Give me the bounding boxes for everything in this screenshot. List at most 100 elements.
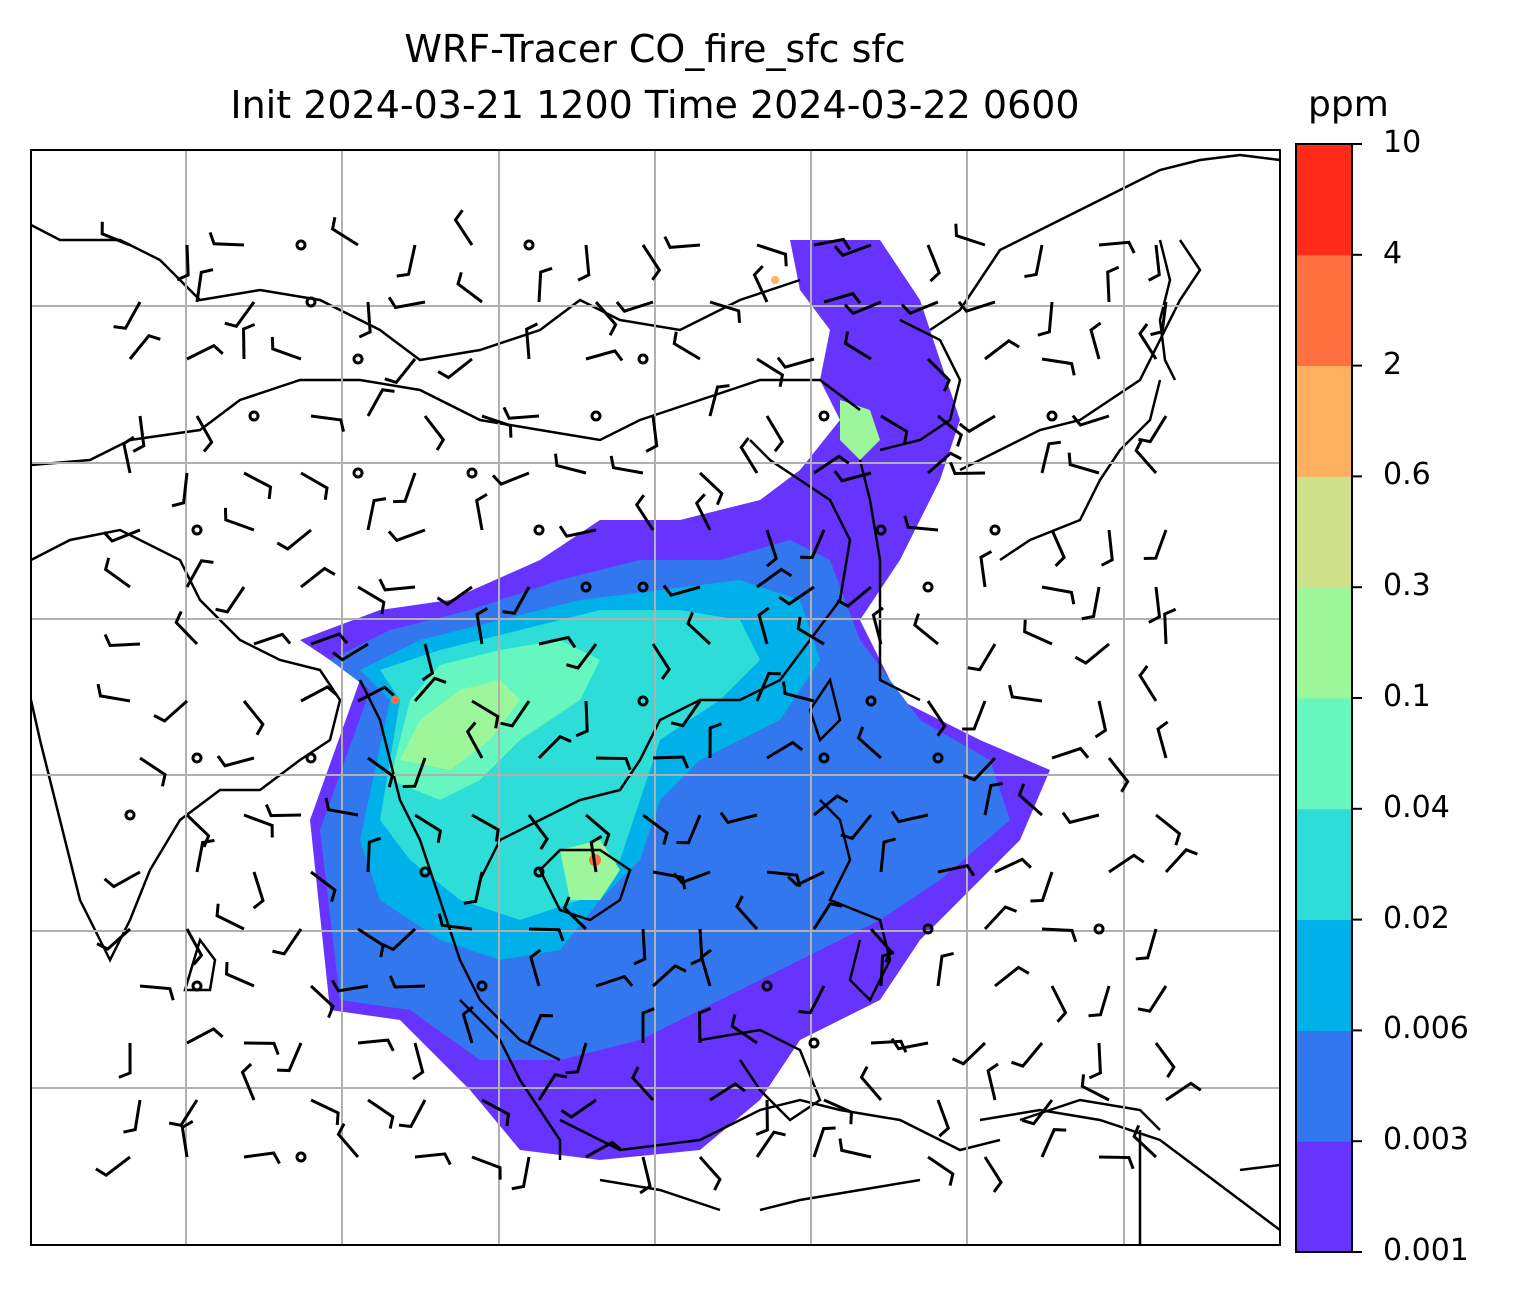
wind-barb bbox=[1138, 665, 1158, 702]
tracer-level-0.1-c bbox=[840, 400, 880, 460]
wind-barb bbox=[423, 415, 446, 451]
wind-barb bbox=[453, 209, 474, 246]
wind-barb bbox=[270, 336, 302, 361]
wind-barb bbox=[708, 384, 730, 417]
wind-barb bbox=[686, 611, 712, 646]
wind-barb bbox=[708, 722, 722, 759]
wind-barb bbox=[421, 643, 435, 682]
wind-barb bbox=[949, 461, 986, 475]
wind-barb bbox=[481, 1098, 511, 1127]
calm-wind-marker bbox=[352, 467, 364, 479]
wind-barb bbox=[186, 343, 224, 361]
calm-wind-marker bbox=[761, 980, 773, 992]
wind-barb bbox=[1154, 1042, 1176, 1079]
wind-barb bbox=[800, 529, 826, 560]
wind-barb bbox=[465, 721, 484, 759]
wind-barb bbox=[242, 700, 265, 736]
wind-barb bbox=[856, 726, 882, 760]
wind-barb bbox=[936, 1099, 951, 1138]
wind-barb bbox=[1061, 811, 1100, 825]
wind-barb bbox=[755, 1099, 769, 1136]
wind-barb bbox=[100, 221, 131, 247]
wind-barb bbox=[1050, 985, 1068, 1023]
wind-barb bbox=[185, 559, 214, 588]
wind-barb bbox=[1098, 1155, 1135, 1170]
wind-barb bbox=[367, 756, 395, 788]
wind-barb bbox=[384, 358, 417, 385]
wind-barb bbox=[195, 268, 214, 303]
wind-barb bbox=[240, 1062, 256, 1101]
wind-barb bbox=[1080, 1074, 1110, 1102]
wind-barb bbox=[1138, 415, 1168, 444]
wind-barb bbox=[936, 951, 954, 987]
wind-barb bbox=[471, 699, 500, 729]
wind-barb bbox=[367, 1098, 395, 1129]
wind-barb bbox=[926, 700, 947, 737]
wind-barb bbox=[243, 1041, 280, 1056]
wind-barb bbox=[139, 756, 167, 787]
wind-barb bbox=[96, 683, 131, 703]
wind-barb bbox=[336, 1122, 360, 1158]
wind-barb bbox=[562, 896, 588, 931]
wind-barb bbox=[1094, 700, 1108, 739]
wind-barb bbox=[585, 1140, 623, 1159]
calm-wind-marker bbox=[248, 410, 260, 422]
wind-barb bbox=[357, 1038, 395, 1052]
wind-barb bbox=[331, 642, 369, 662]
wind-barb bbox=[1041, 927, 1078, 943]
wind-barb bbox=[633, 928, 647, 966]
wind-barb bbox=[937, 863, 976, 877]
wind-barbs bbox=[95, 209, 1202, 1195]
wind-barb bbox=[357, 585, 386, 615]
wind-barb bbox=[525, 322, 539, 360]
wind-barb bbox=[310, 1098, 340, 1125]
wind-barb bbox=[1050, 529, 1066, 568]
wind-barb bbox=[697, 1007, 712, 1044]
wind-barb bbox=[243, 813, 274, 838]
wind-barb bbox=[95, 1155, 131, 1177]
wind-barb bbox=[1041, 357, 1076, 376]
wind-barb bbox=[168, 1099, 199, 1127]
wind-barb bbox=[1147, 244, 1161, 282]
calm-wind-marker bbox=[580, 581, 592, 593]
wind-barb bbox=[529, 948, 542, 987]
wind-barb bbox=[1088, 1042, 1102, 1080]
wind-barb bbox=[396, 244, 417, 278]
colorbar-tick-label: 10 bbox=[1383, 125, 1422, 160]
wind-barb bbox=[366, 497, 387, 531]
colorbar-segment bbox=[1296, 1030, 1352, 1142]
wind-barb bbox=[171, 472, 189, 508]
wind-barb bbox=[310, 414, 346, 432]
wind-barb bbox=[823, 291, 862, 305]
wind-barb bbox=[843, 331, 872, 361]
wind-barb bbox=[585, 813, 611, 847]
wind-barb bbox=[475, 492, 488, 531]
wind-barb bbox=[641, 1007, 655, 1044]
wind-barb bbox=[1037, 301, 1054, 337]
wind-barb bbox=[1137, 985, 1168, 1013]
calm-wind-marker bbox=[818, 752, 830, 764]
wind-barb bbox=[962, 756, 997, 782]
wind-barb bbox=[813, 454, 850, 475]
wind-barb bbox=[277, 1042, 303, 1073]
wind-barb bbox=[554, 453, 587, 475]
wind-barb bbox=[994, 965, 1030, 988]
colorbar-segment bbox=[1296, 919, 1352, 1031]
wind-barb bbox=[890, 810, 929, 824]
wind-barb bbox=[756, 567, 793, 589]
wind-barb bbox=[776, 356, 815, 369]
calm-wind-marker bbox=[191, 524, 203, 536]
wind-barb bbox=[1017, 783, 1043, 817]
wind-barb bbox=[331, 979, 369, 993]
wind-barb bbox=[123, 1099, 142, 1134]
wind-barb bbox=[309, 984, 335, 1019]
wind-barb bbox=[979, 550, 993, 588]
wind-barb bbox=[566, 643, 598, 670]
wind-barb bbox=[752, 265, 769, 303]
colorbar-segment bbox=[1296, 587, 1352, 699]
wind-barb bbox=[634, 494, 655, 531]
wind-barb bbox=[565, 1042, 588, 1075]
wind-barb bbox=[595, 756, 632, 771]
wind-barb bbox=[585, 349, 624, 362]
